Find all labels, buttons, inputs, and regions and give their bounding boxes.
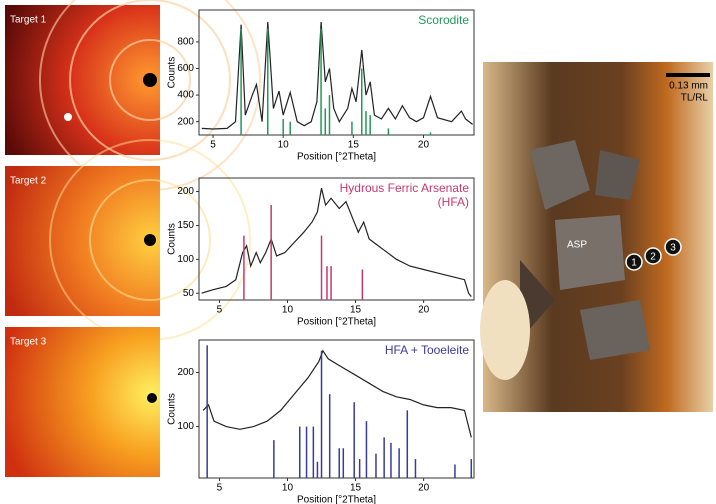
x-tick-label: 15 [350, 483, 362, 494]
spot-label: 1 [631, 258, 637, 269]
y-axis-label: Counts [167, 393, 178, 425]
x-tick-label: 15 [348, 140, 360, 151]
scale-label: 0.13 mm [669, 81, 708, 92]
target-label: Target 1 [10, 15, 47, 26]
x-tick-label: 10 [282, 305, 294, 316]
mode-label: TL/RL [681, 93, 709, 104]
x-tick-label: 5 [217, 305, 223, 316]
target-label: Target 3 [10, 337, 47, 348]
x-axis-label: Position [°2Theta] [297, 317, 376, 328]
x-axis-label: Position [°2Theta] [297, 495, 376, 504]
x-tick-label: 20 [418, 305, 430, 316]
x-tick-label: 10 [278, 140, 290, 151]
y-axis-label: Counts [167, 223, 178, 255]
y-axis-label: Counts [167, 57, 178, 89]
diffraction-images [5, 0, 260, 477]
y-tick-label: 50 [183, 288, 195, 299]
micrograph [480, 62, 713, 412]
series-label: HFA + Tooeleite [319, 343, 469, 357]
x-tick-label: 15 [350, 305, 362, 316]
mineral-label: ASP [567, 240, 587, 251]
figure: Target 1 Target 2 Target 3 0.13 mmTL/RL ASP 1… [0, 0, 716, 504]
target-label: Target 2 [10, 176, 47, 187]
y-tick-label: 200 [177, 186, 194, 197]
y-tick-label: 400 [177, 90, 194, 101]
y-tick-label: 200 [177, 367, 194, 378]
chart: Target 1 Target 2 Target 3 0.13 mmTL/RL ASP 1… [0, 0, 716, 504]
series-label: Scorodite [319, 13, 469, 27]
x-tick-label: 20 [418, 140, 430, 151]
y-tick-label: 800 [177, 37, 194, 48]
plot-frame [199, 340, 474, 478]
x-tick-label: 20 [418, 483, 430, 494]
pattern-line [202, 22, 473, 129]
series-label: Hydrous Ferric Arsenate (HFA) [319, 181, 469, 209]
spot-label: 3 [670, 243, 676, 254]
y-tick-label: 600 [177, 63, 194, 74]
x-tick-label: 5 [217, 483, 223, 494]
y-tick-label: 100 [177, 421, 194, 432]
y-tick-label: 100 [177, 254, 194, 265]
y-tick-label: 200 [177, 116, 194, 127]
pattern-line [203, 351, 471, 438]
spot-label: 2 [650, 252, 656, 263]
y-tick-label: 150 [177, 220, 194, 231]
x-tick-label: 5 [210, 140, 216, 151]
x-axis-label: Position [°2Theta] [297, 152, 376, 163]
x-tick-label: 10 [282, 483, 294, 494]
